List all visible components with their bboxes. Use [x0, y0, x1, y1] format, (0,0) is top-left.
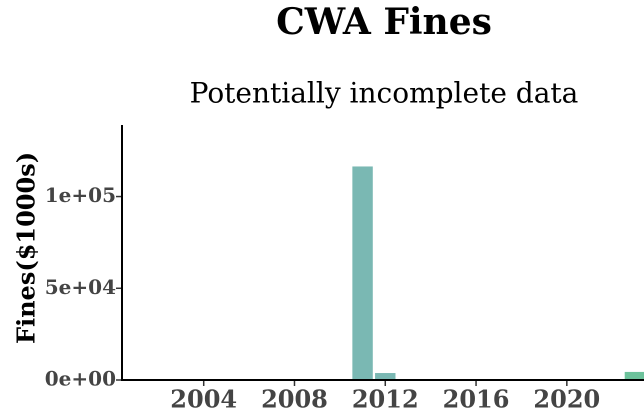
x-tick-label: 2004 [170, 385, 237, 414]
x-tick-label: 2008 [261, 385, 328, 414]
y-tick-label: 5e+04 [45, 275, 116, 299]
y-axis-label: Fines($1000s) [12, 152, 41, 344]
bar [624, 371, 644, 380]
y-tick-label: 0e+00 [45, 367, 116, 391]
bar [375, 373, 396, 380]
y-tick-label: 1e+05 [45, 183, 116, 207]
bar [352, 166, 373, 380]
x-tick-label: 2016 [443, 385, 510, 414]
chart-subtitle: Potentially incomplete data [190, 77, 579, 110]
x-tick-label: 2020 [533, 385, 600, 414]
x-tick-label: 2012 [352, 385, 419, 414]
chart-title: CWA Fines [276, 1, 492, 43]
